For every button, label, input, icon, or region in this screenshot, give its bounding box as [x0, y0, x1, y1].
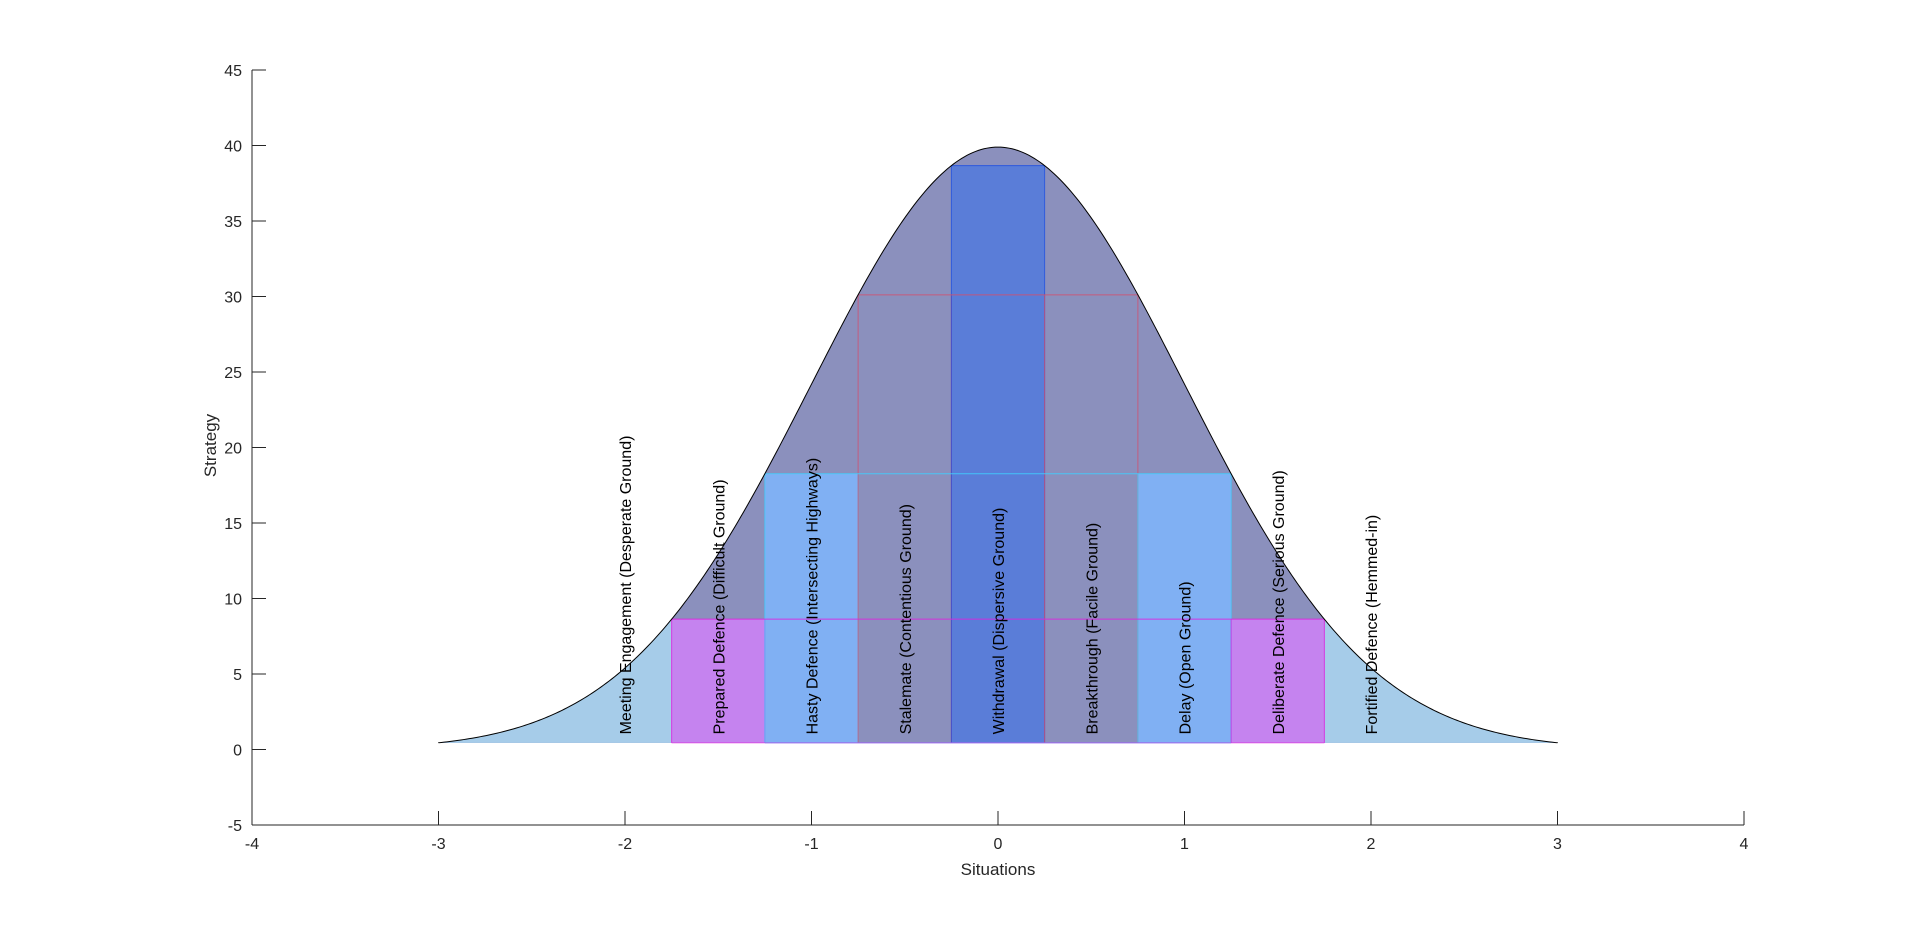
x-tick-label-8: 4 [1740, 836, 1749, 853]
x-tick-label-0: -4 [245, 836, 259, 853]
y-tick-label-10: 45 [224, 63, 242, 80]
region-label-0: Meeting Engagement (Desperate Ground) [618, 436, 635, 735]
x-tick-label-5: 1 [1180, 836, 1189, 853]
y-tick-label-3: 10 [224, 592, 242, 609]
region-label-3: Stalemate (Contentious Ground) [898, 504, 915, 734]
y-axis-title: Strategy [201, 413, 220, 477]
region-label-layer: Meeting Engagement (Desperate Ground) Pre… [618, 436, 1381, 735]
curve-outline-layer [438, 146, 1558, 744]
region-label-7: Deliberate Defence (Serious Ground) [1271, 470, 1288, 734]
band-8 [1324, 619, 1558, 743]
x-tick-label-3: -1 [804, 836, 818, 853]
band-4 [951, 165, 1045, 743]
band-3 [858, 294, 952, 743]
band-1 [671, 619, 765, 743]
y-tick-label-5: 20 [224, 441, 242, 458]
band-2 [764, 473, 859, 743]
band-6 [1137, 473, 1232, 743]
curve-line [438, 146, 1558, 744]
region-label-1: Prepared Defence (Difficult Ground) [711, 479, 728, 734]
y-tick-label-0: -5 [228, 818, 242, 835]
y-tick-label-2: 5 [233, 667, 242, 684]
y-tick-label-6: 25 [224, 365, 242, 382]
y-tick-label-8: 35 [224, 214, 242, 231]
y-tick-label-1: 0 [233, 743, 242, 760]
x-tick-label-4: 0 [994, 836, 1003, 853]
y-tick-label-9: 40 [224, 139, 242, 156]
x-tick-label-1: -3 [431, 836, 445, 853]
region-label-4: Withdrawal (Dispersive Ground) [991, 508, 1008, 735]
axes-layer: -4 -3 -2 -1 0 1 2 3 4 -5 0 5 10 15 20 25 30 35 40 45 [224, 63, 1748, 853]
band-layer [438, 165, 1558, 743]
region-label-5: Breakthrough (Facile Ground) [1084, 523, 1101, 735]
y-tick-label-7: 30 [224, 290, 242, 307]
y-tick-label-4: 15 [224, 516, 242, 533]
region-label-2: Hasty Defence (Intersecting Highways) [805, 458, 822, 735]
x-tick-label-2: -2 [618, 836, 632, 853]
region-label-6: Delay (Open Ground) [1178, 581, 1195, 734]
x-tick-label-7: 3 [1553, 836, 1562, 853]
region-label-8: Fortified Defence (Hemmed-in) [1364, 515, 1381, 735]
x-axis-title: Situations [961, 860, 1036, 879]
band-0 [438, 619, 672, 743]
band-7 [1231, 619, 1325, 743]
band-level-lines [671, 165, 1325, 744]
x-tick-label-6: 2 [1367, 836, 1376, 853]
band-5 [1044, 294, 1138, 743]
